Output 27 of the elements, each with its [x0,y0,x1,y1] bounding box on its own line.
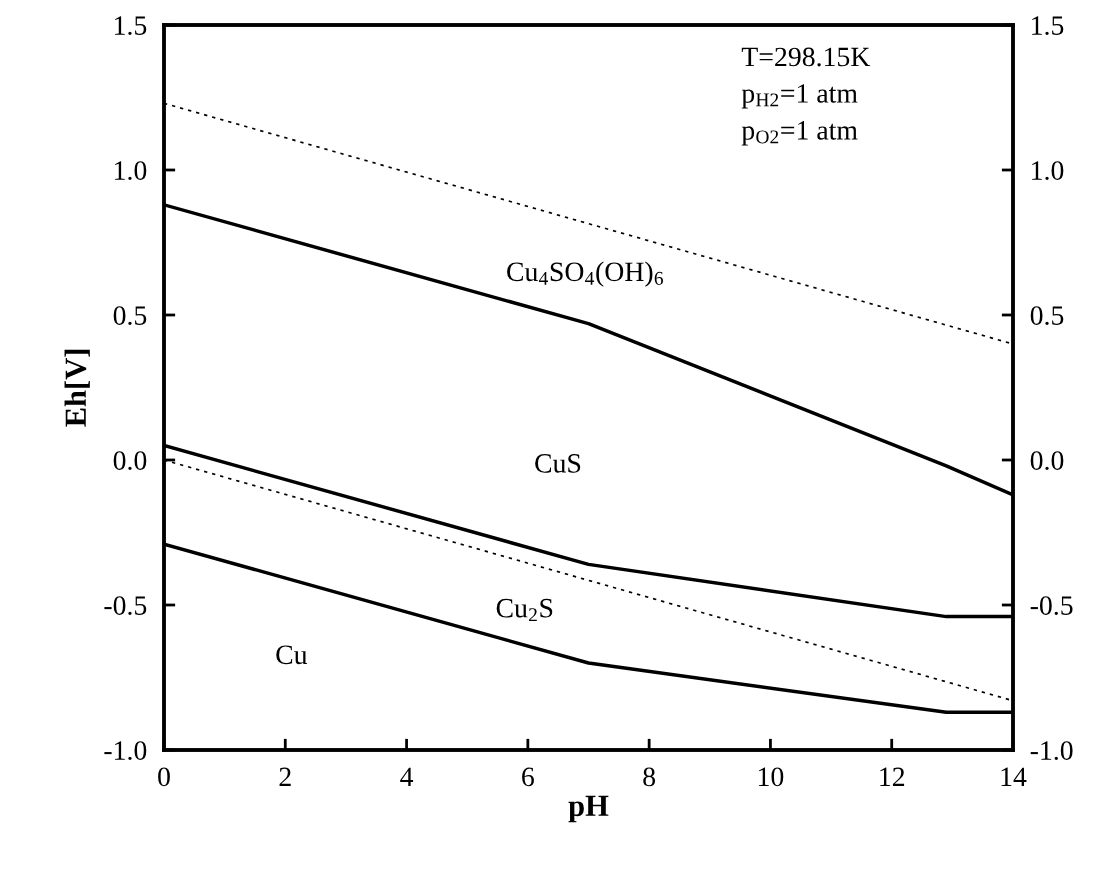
y-tick-label: -0.5 [104,596,147,616]
y2-tick-label: 0.5 [1030,306,1064,326]
y-tick-label: 0.0 [113,451,147,471]
x-tick-label: 10 [758,767,784,787]
y2-tick-label: -1.0 [1030,741,1073,761]
y-tick-label: -1.0 [104,741,147,761]
y-tick-label: 1.0 [115,161,147,181]
annotation: Cu [276,645,308,665]
x-tick-label: 4 [400,767,414,786]
y2-tick-label: -0.5 [1030,596,1073,616]
x-tick-label: 2 [279,767,291,786]
x-tick-label: 6 [522,767,534,787]
x-tick-label: 0 [158,767,170,787]
x-axis-title: pH [568,795,609,823]
y2-tick-label: 0.0 [1030,451,1064,471]
annotation: Cu$_{2}$S [496,598,553,622]
y2-tick-label: 1.5 [1032,16,1064,36]
x-tick-label: 14 [1001,767,1027,786]
x-tick-label: 12 [880,767,905,786]
annotation: CuS [535,454,581,473]
y-axis-title: Eh[V] [64,349,90,427]
y2-tick-label: 1.0 [1032,161,1064,181]
annotation: Cu$_{4}$SO$_{4}$(OH)$_{6}$ [507,261,664,287]
y-tick-label: 1.5 [115,16,147,36]
y-tick-label: 0.5 [113,306,147,326]
text: T=298.15K p$_{H2}$=1 atm p$_{O2}$=1 atm [741,47,871,146]
x-tick-label: 8 [643,767,656,787]
